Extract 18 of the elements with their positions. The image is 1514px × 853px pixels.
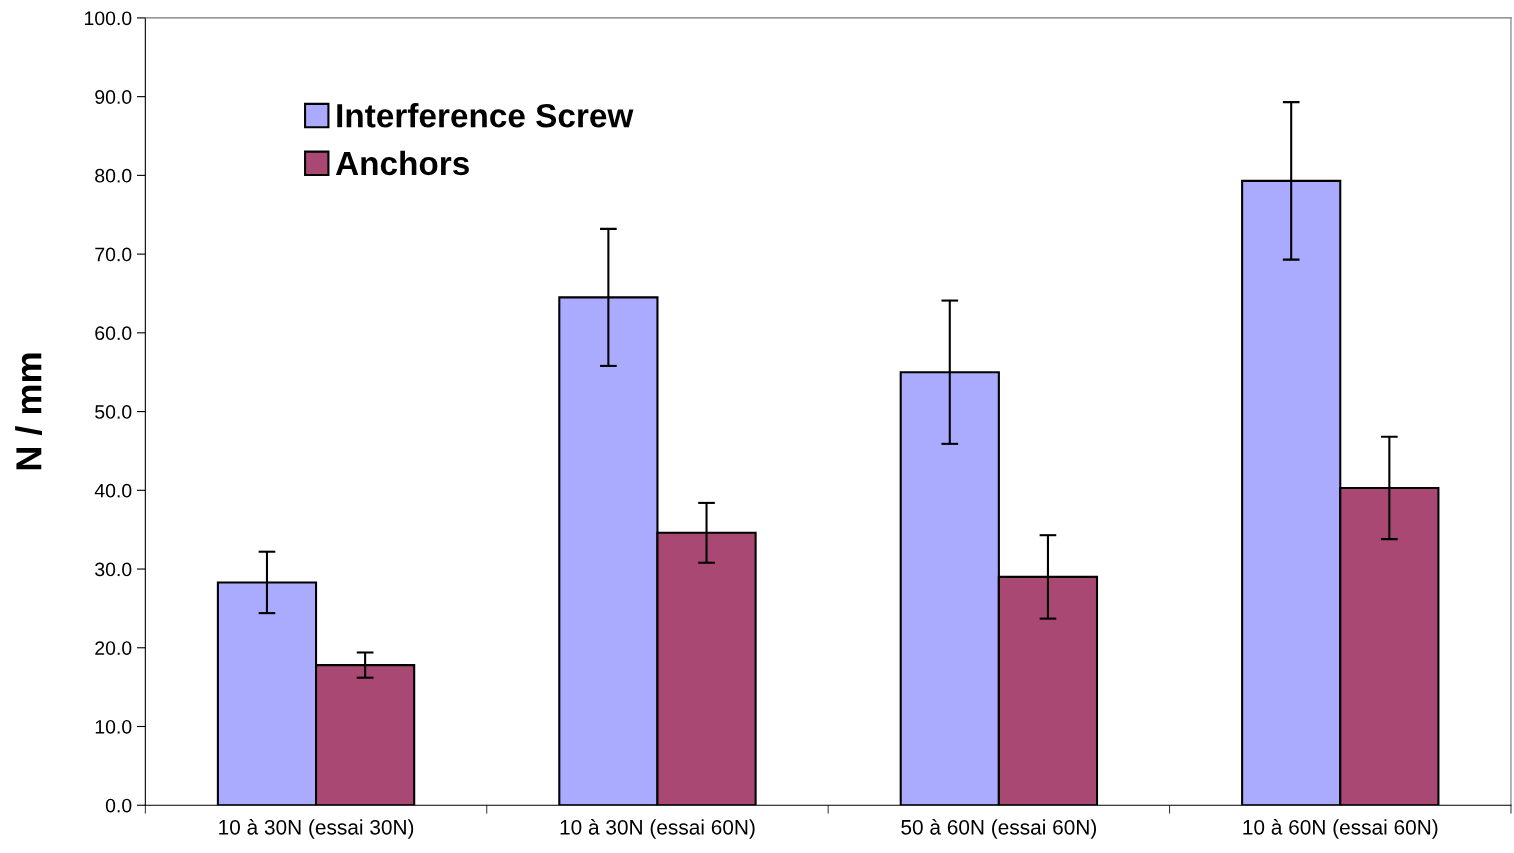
legend-label: Anchors	[335, 150, 469, 176]
y-tick-label: 10.0	[95, 719, 132, 734]
y-tick-label: 40.0	[94, 483, 132, 498]
x-tick-label: 10 à 30N (essai 30N)	[219, 819, 414, 839]
y-tick-label: 20.0	[95, 641, 132, 656]
legend-label: Interference Screw	[337, 103, 634, 128]
y-tick-label: 0.0	[105, 798, 132, 813]
y-axis-title: N / mm	[15, 353, 42, 470]
x-tick-label: 10 à 30N (essai 60N)	[560, 819, 755, 839]
y-tick-label: 30.0	[95, 562, 132, 577]
y-tick-label: 60.0	[95, 326, 132, 341]
y-tick-label: 80.0	[95, 168, 132, 183]
x-tick-label: 50 à 60N (essai 60N)	[901, 819, 1096, 839]
y-tick-label: 50.0	[95, 405, 132, 419]
y-tick-label: 70.0	[95, 247, 132, 262]
x-tick-label: 10 à 60N (essai 60N)	[1243, 819, 1438, 839]
y-tick-label: 90.0	[95, 90, 132, 104]
y-tick-label: 100.0	[84, 11, 132, 26]
